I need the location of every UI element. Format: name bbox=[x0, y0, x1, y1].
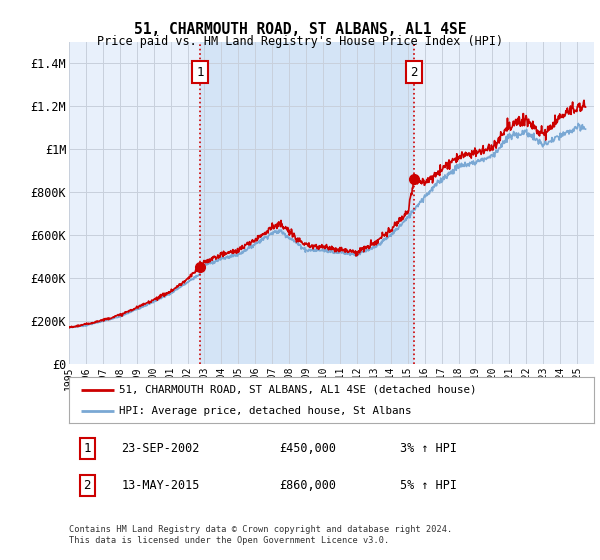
Text: Contains HM Land Registry data © Crown copyright and database right 2024.
This d: Contains HM Land Registry data © Crown c… bbox=[69, 525, 452, 545]
Text: 1: 1 bbox=[83, 442, 91, 455]
Text: 51, CHARMOUTH ROAD, ST ALBANS, AL1 4SE: 51, CHARMOUTH ROAD, ST ALBANS, AL1 4SE bbox=[134, 22, 466, 38]
Text: Price paid vs. HM Land Registry's House Price Index (HPI): Price paid vs. HM Land Registry's House … bbox=[97, 35, 503, 48]
Text: 5% ↑ HPI: 5% ↑ HPI bbox=[400, 479, 457, 492]
Text: 2: 2 bbox=[83, 479, 91, 492]
Text: 13-MAY-2015: 13-MAY-2015 bbox=[121, 479, 200, 492]
Bar bbox=[200, 42, 414, 364]
Text: £860,000: £860,000 bbox=[279, 479, 336, 492]
Text: 1: 1 bbox=[196, 66, 203, 78]
Text: 2: 2 bbox=[410, 66, 418, 78]
Text: HPI: Average price, detached house, St Albans: HPI: Average price, detached house, St A… bbox=[119, 407, 412, 416]
Text: 3% ↑ HPI: 3% ↑ HPI bbox=[400, 442, 457, 455]
Text: £450,000: £450,000 bbox=[279, 442, 336, 455]
Text: 23-SEP-2002: 23-SEP-2002 bbox=[121, 442, 200, 455]
Text: 51, CHARMOUTH ROAD, ST ALBANS, AL1 4SE (detached house): 51, CHARMOUTH ROAD, ST ALBANS, AL1 4SE (… bbox=[119, 385, 476, 395]
